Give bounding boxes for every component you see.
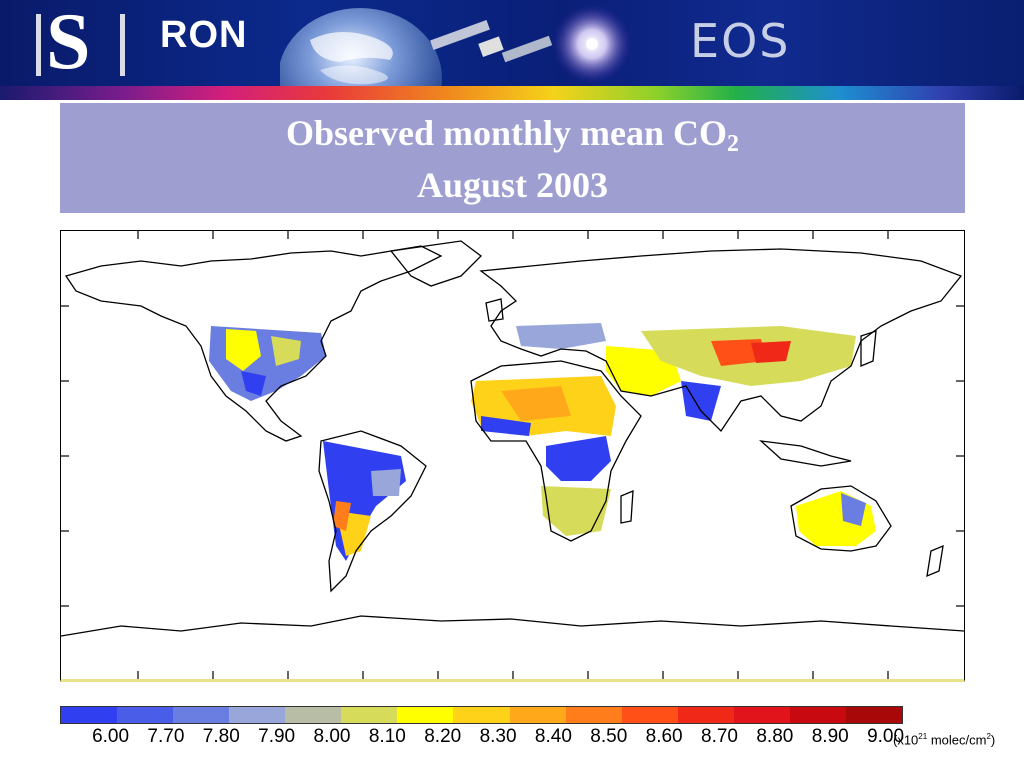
- satellite-icon: [430, 20, 553, 63]
- color-scale-label: 8.20: [424, 726, 462, 747]
- color-scale-segment: [565, 707, 622, 723]
- color-scale-segment: [453, 707, 510, 723]
- unit-exponent-2: 2: [986, 732, 991, 741]
- color-scale-segment: [341, 707, 398, 723]
- color-scale-segment: [397, 707, 454, 723]
- color-scale-segment: [173, 707, 230, 723]
- title-line-1: Observed monthly mean CO2: [60, 111, 965, 157]
- color-scale-label: 8.10: [368, 726, 406, 747]
- color-scale-segment: [117, 707, 174, 723]
- logo-bar-left: [36, 14, 41, 76]
- title-main: Observed monthly mean CO: [286, 113, 727, 153]
- color-scale-segment: [61, 707, 118, 723]
- color-scale-segment: [733, 707, 790, 723]
- unit-prefix: (x10: [893, 732, 919, 748]
- color-scale-unit: (x1021 molec/cm2): [893, 732, 995, 747]
- title-box: Observed monthly mean CO2 August 2003: [60, 103, 965, 213]
- coastlines: [61, 240, 964, 637]
- color-scale-labels: 6.00 7.70 7.80 7.90 8.00 8.10 8.20 8.30 8.40 8.50…: [60, 726, 905, 750]
- color-scale-label: 7.70: [147, 726, 185, 747]
- color-scale-label: 8.80: [756, 726, 794, 747]
- earth-satellite-illustration: [280, 4, 632, 86]
- unit-exponent: 21: [918, 732, 928, 741]
- color-scale-label: 7.90: [258, 726, 296, 747]
- program-label: EOS: [690, 14, 791, 68]
- color-scale-label: 8.90: [811, 726, 849, 747]
- sron-logo: S RON: [36, 2, 248, 82]
- color-scale-segment: [845, 707, 902, 723]
- color-scale-label: 8.00: [313, 726, 351, 747]
- color-scale-label: 8.60: [645, 726, 683, 747]
- color-scale-segment: [677, 707, 734, 723]
- color-scale-segment: [789, 707, 846, 723]
- color-scale-label: 7.80: [202, 726, 240, 747]
- logo-text: RON: [160, 14, 248, 56]
- color-scale-label: 8.40: [534, 726, 572, 747]
- title-subscript: 2: [727, 131, 739, 157]
- color-scale-segment: [229, 707, 286, 723]
- color-scale-segment: [621, 707, 678, 723]
- rainbow-stripe: [0, 86, 1024, 100]
- unit-close: ): [990, 732, 996, 748]
- color-scale-label: 6.00: [92, 726, 130, 747]
- co2-map: [60, 230, 965, 682]
- color-scale-label: 8.70: [701, 726, 738, 747]
- map-ticks: [61, 231, 964, 679]
- title-line-2: August 2003: [416, 165, 609, 205]
- logo-bar-middle: [120, 14, 125, 76]
- color-scale-label: 8.50: [590, 726, 628, 747]
- world-map-svg: [61, 231, 964, 679]
- header-banner: S RON EOS: [0, 0, 1024, 86]
- color-scale-label: 8.30: [479, 726, 517, 747]
- unit-suffix: molec/cm: [927, 732, 987, 748]
- logo-letter: S: [46, 0, 91, 86]
- color-scale-label: 9.00: [867, 726, 905, 747]
- color-scale-segment: [509, 707, 566, 723]
- color-scale-bar: [60, 706, 903, 724]
- color-scale-segment: [285, 707, 342, 723]
- co2-data-layer: [209, 323, 876, 561]
